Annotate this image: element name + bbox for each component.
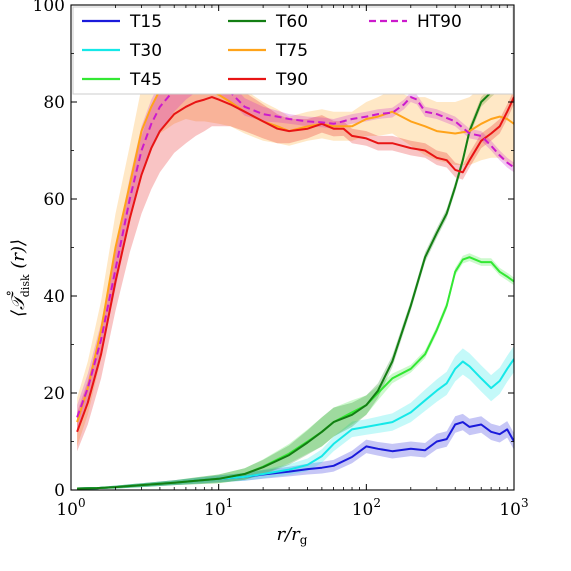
x-tick-label: 102 bbox=[352, 496, 381, 520]
y-axis-label-tail: (r)⟩ bbox=[8, 239, 29, 274]
y-tick-label: 0 bbox=[54, 481, 65, 501]
series-lines bbox=[76, 71, 514, 490]
x-tick-label: 103 bbox=[499, 496, 528, 520]
y-tick-label: 40 bbox=[43, 287, 65, 307]
x-axis-label: r/rg bbox=[277, 524, 308, 547]
uncertainty-bands bbox=[77, 36, 514, 490]
x-axis-label-sub: g bbox=[300, 533, 308, 547]
series-line-t90 bbox=[76, 96, 514, 433]
legend-label-ht90: HT90 bbox=[417, 12, 462, 32]
y-axis-label-sup: ° bbox=[5, 290, 19, 296]
band-t45 bbox=[77, 253, 514, 490]
legend-label-t45: T45 bbox=[129, 70, 162, 90]
y-tick-label: 100 bbox=[33, 0, 65, 16]
x-tick-label: 101 bbox=[204, 496, 233, 520]
y-tick-label: 60 bbox=[43, 190, 65, 210]
band-t30 bbox=[77, 346, 514, 490]
legend-label-t75: T75 bbox=[275, 41, 308, 61]
y-axis: 0 20 40 60 80 100 bbox=[33, 0, 514, 501]
x-axis-label-main: r/r bbox=[277, 524, 302, 545]
legend-box bbox=[72, 6, 514, 95]
x-axis: 100 101 102 103 bbox=[56, 5, 529, 520]
y-axis-label-sub: disk bbox=[19, 274, 32, 297]
x-tick-label: 100 bbox=[56, 496, 85, 520]
y-tick-label: 20 bbox=[43, 384, 65, 404]
series-line-ht90 bbox=[76, 74, 514, 418]
series-line-t60 bbox=[77, 71, 514, 490]
legend-label-t60: T60 bbox=[275, 12, 308, 32]
y-tick-label: 80 bbox=[43, 93, 65, 113]
band-t75 bbox=[77, 36, 514, 447]
y-axis-label: ⟨𝒯°disk (r)⟩ bbox=[5, 239, 32, 317]
band-t15 bbox=[77, 413, 514, 490]
legend-label-t15: T15 bbox=[129, 12, 162, 32]
legend: T15 T30 T45 T60 T75 T90 HT90 bbox=[82, 12, 462, 90]
legend-label-t90: T90 bbox=[275, 70, 308, 90]
y-axis-label-main: ⟨𝒯 bbox=[8, 291, 29, 317]
legend-label-t30: T30 bbox=[129, 41, 162, 61]
